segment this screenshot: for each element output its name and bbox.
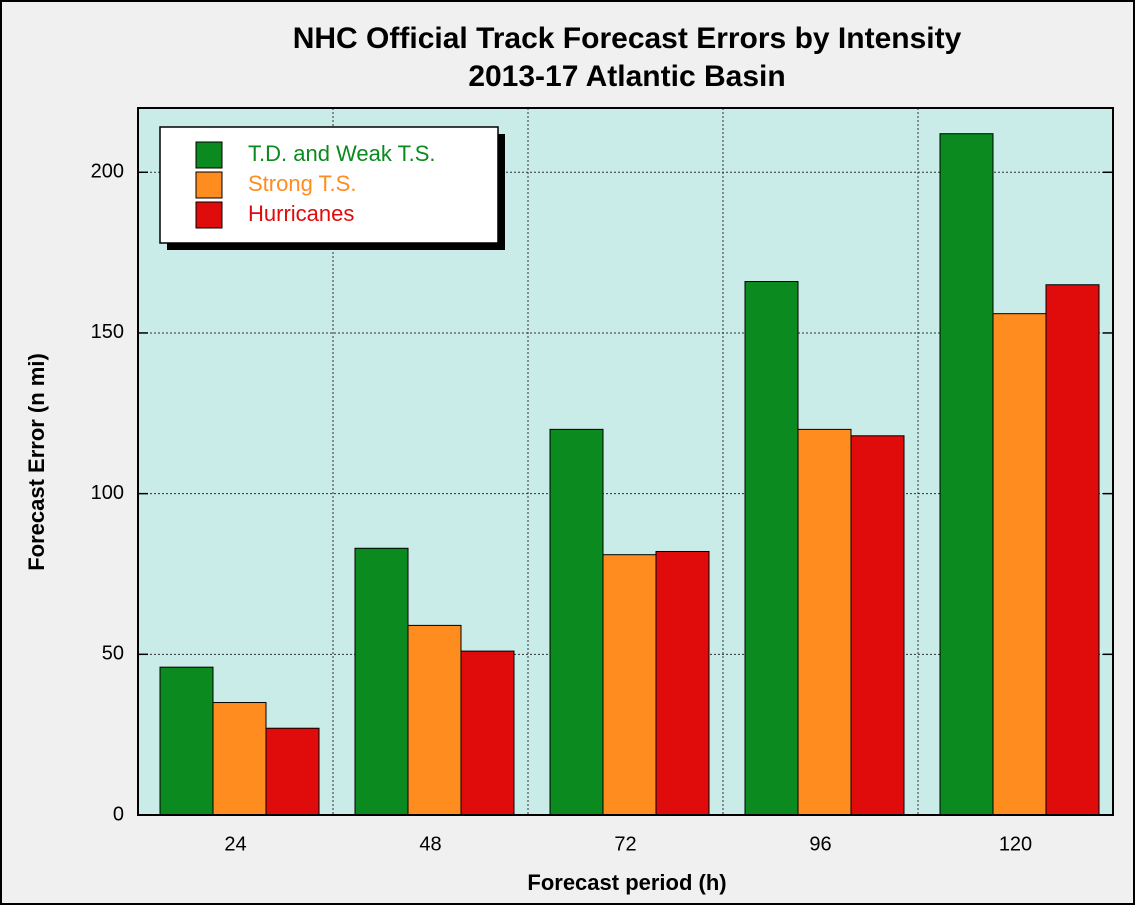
bar	[354, 547, 409, 816]
legend-label: Strong T.S.	[248, 171, 356, 196]
bar	[939, 133, 994, 816]
y-tick-label: 200	[91, 161, 124, 183]
x-tick-label: 72	[614, 833, 636, 855]
chart-title: NHC Official Track Forecast Errors by In…	[293, 22, 962, 55]
bar	[850, 435, 905, 816]
x-tick-label: 48	[419, 833, 441, 855]
bar	[1045, 284, 1100, 816]
bar	[992, 313, 1047, 816]
y-tick-label: 100	[91, 482, 124, 504]
bar	[212, 702, 267, 816]
y-axis-label: Forecast Error (n mi)	[24, 353, 49, 571]
bar	[265, 727, 320, 816]
legend-swatch	[195, 201, 223, 229]
x-axis-label: Forecast period (h)	[527, 870, 726, 895]
y-tick-label: 50	[102, 643, 124, 665]
x-tick-label: 24	[224, 833, 246, 855]
legend-label: T.D. and Weak T.S.	[248, 141, 436, 166]
y-tick-label: 150	[91, 321, 124, 343]
x-tick-label: 120	[999, 833, 1032, 855]
legend-swatch	[195, 171, 223, 199]
x-tick-label: 96	[809, 833, 831, 855]
chart-subtitle: 2013-17 Atlantic Basin	[468, 60, 785, 93]
bar	[549, 428, 604, 816]
bar	[797, 428, 852, 816]
bar	[744, 281, 799, 816]
bar	[602, 554, 657, 816]
bar	[460, 650, 515, 816]
legend-swatch	[195, 141, 223, 169]
bar	[159, 666, 214, 816]
y-tick-label: 0	[113, 803, 124, 825]
bar	[655, 550, 710, 816]
plot-frame	[137, 107, 1114, 816]
legend-label: Hurricanes	[248, 201, 354, 226]
bar	[407, 624, 462, 816]
